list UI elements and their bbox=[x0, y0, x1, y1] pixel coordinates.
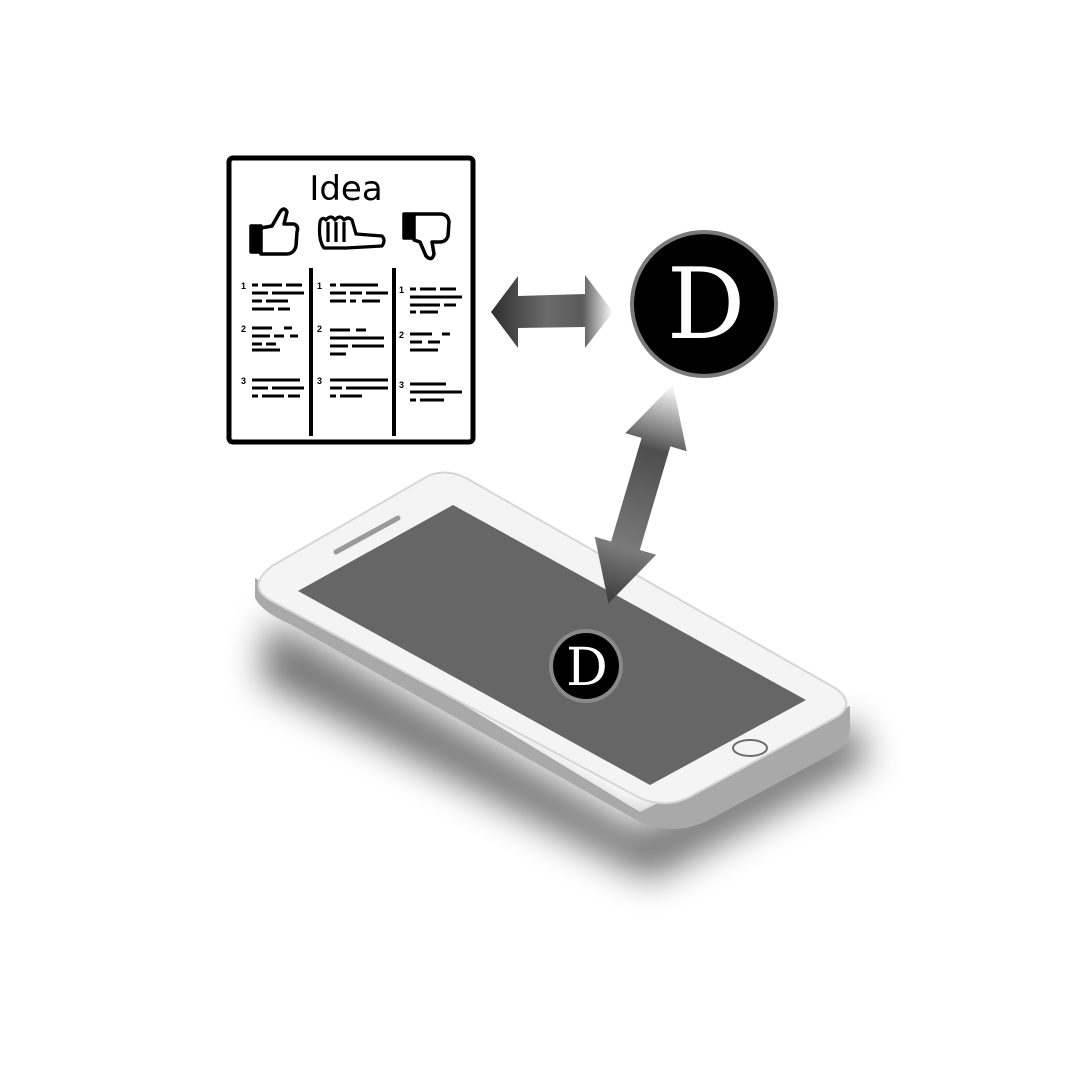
double-arrow-horizontal bbox=[491, 275, 613, 348]
smartphone bbox=[255, 471, 870, 880]
idea-column-1: 1 2 3 bbox=[241, 281, 304, 398]
thumbs-sideways-icon bbox=[317, 215, 386, 250]
placeholder-text-lines bbox=[252, 283, 304, 398]
double-arrow-diagonal bbox=[594, 384, 687, 604]
row-number: 1 bbox=[241, 281, 246, 291]
row-number: 3 bbox=[241, 376, 246, 386]
idea-card-title: Idea bbox=[309, 169, 382, 209]
placeholder-text-lines bbox=[330, 283, 388, 398]
row-number: 3 bbox=[399, 380, 404, 390]
row-number: 1 bbox=[399, 285, 404, 295]
row-number: 3 bbox=[317, 376, 322, 386]
row-number: 2 bbox=[241, 324, 246, 334]
phone-screen bbox=[298, 505, 806, 785]
thumbs-up-icon bbox=[249, 207, 300, 256]
d-logo: D bbox=[630, 230, 778, 378]
idea-column-2: 1 2 3 bbox=[317, 281, 388, 398]
row-number: 2 bbox=[317, 324, 322, 334]
row-number: 1 bbox=[317, 281, 322, 291]
home-button bbox=[732, 739, 768, 757]
thumbs-down-icon bbox=[402, 212, 451, 261]
idea-card: Idea 1 2 3 bbox=[226, 155, 476, 445]
phone-d-logo: D bbox=[549, 629, 623, 703]
d-logo-letter: D bbox=[667, 248, 746, 362]
row-number: 2 bbox=[399, 330, 404, 340]
idea-column-3: 1 2 3 bbox=[399, 285, 462, 402]
phone-d-logo-letter: D bbox=[566, 638, 608, 698]
placeholder-text-lines bbox=[410, 287, 462, 402]
speaker-slot bbox=[333, 515, 401, 555]
